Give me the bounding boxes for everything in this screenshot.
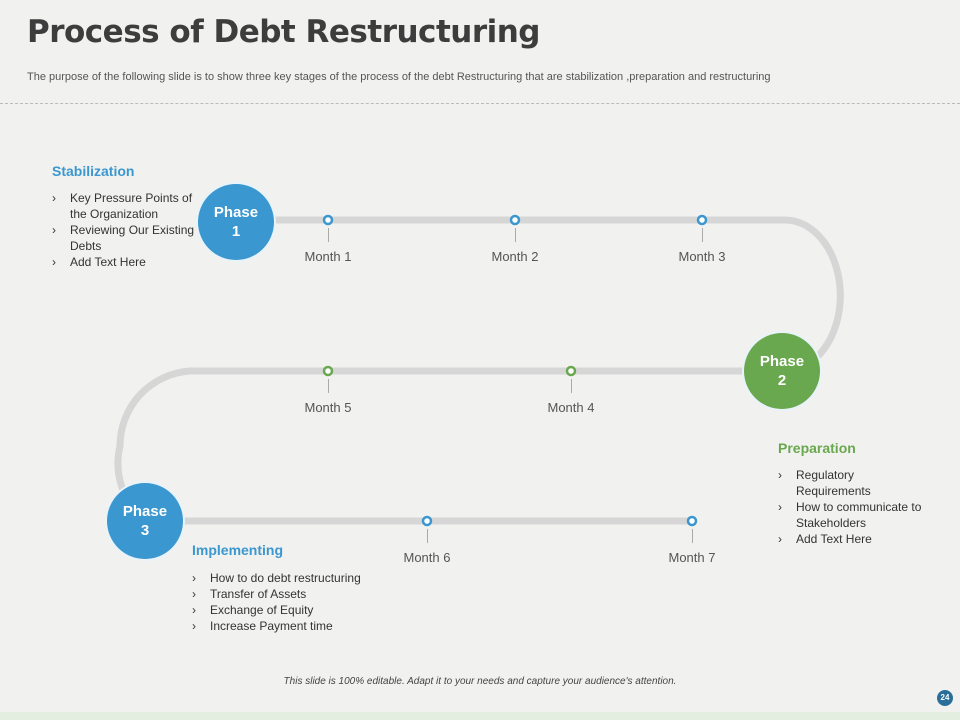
list-item: Add Text Here: [52, 254, 202, 270]
page-title: Process of Debt Restructuring: [27, 14, 541, 50]
footer-note: This slide is 100% editable. Adapt it to…: [283, 676, 677, 687]
marker-tick: [328, 379, 329, 393]
divider: [0, 103, 960, 104]
month-label: Month 2: [491, 249, 539, 264]
marker-tick: [692, 529, 693, 543]
list-item: Transfer of Assets: [192, 586, 412, 602]
month-marker: [696, 214, 708, 226]
bottom-band: [0, 712, 960, 720]
list-item: How to communicate to Stakeholders: [778, 499, 928, 531]
marker-tick: [328, 228, 329, 242]
marker-tick: [515, 228, 516, 242]
month-label: Month 5: [304, 400, 352, 415]
subtitle: The purpose of the following slide is to…: [27, 71, 771, 83]
preparation-heading: Preparation: [778, 440, 856, 456]
month-marker: [322, 214, 334, 226]
list-item: Add Text Here: [778, 531, 928, 547]
list-item: Increase Payment time: [192, 618, 412, 634]
preparation-list: Regulatory Requirements How to communica…: [778, 467, 928, 547]
month-label: Month 7: [668, 550, 716, 565]
month-marker: [509, 214, 521, 226]
phase-3-circle: Phase 3: [107, 483, 183, 559]
list-item: Regulatory Requirements: [778, 467, 928, 499]
month-label: Month 3: [678, 249, 726, 264]
page-number-badge: 24: [937, 690, 953, 706]
marker-tick: [571, 379, 572, 393]
month-marker: [322, 365, 334, 377]
month-marker: [565, 365, 577, 377]
list-item: How to do debt restructuring: [192, 570, 412, 586]
month-label: Month 4: [547, 400, 595, 415]
list-item: Key Pressure Points of the Organization: [52, 190, 202, 222]
list-item: Reviewing Our Existing Debts: [52, 222, 202, 254]
phase-2-circle: Phase 2: [744, 333, 820, 409]
month-label: Month 1: [304, 249, 352, 264]
phase-1-circle: Phase 1: [198, 184, 274, 260]
implementing-list: How to do debt restructuring Transfer of…: [192, 570, 412, 634]
implementing-heading: Implementing: [192, 542, 284, 558]
month-label: Month 6: [403, 550, 451, 565]
marker-tick: [702, 228, 703, 242]
list-item: Exchange of Equity: [192, 602, 412, 618]
stabilization-list: Key Pressure Points of the Organization …: [52, 190, 202, 270]
month-marker: [421, 515, 433, 527]
marker-tick: [427, 529, 428, 543]
month-marker: [686, 515, 698, 527]
stabilization-heading: Stabilization: [52, 163, 135, 179]
